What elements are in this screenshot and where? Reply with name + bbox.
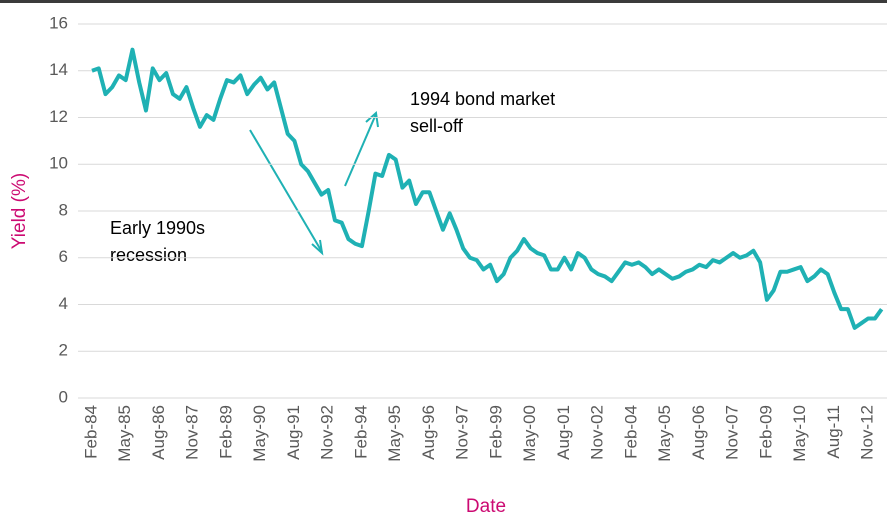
annotation: Early 1990s xyxy=(110,218,205,238)
x-tick-label: Nov-07 xyxy=(723,405,742,460)
annotation: 1994 bond market xyxy=(410,89,555,109)
arrows xyxy=(249,111,379,256)
y-tick-label: 0 xyxy=(59,387,68,406)
x-tick-label: Aug-96 xyxy=(419,405,438,460)
x-tick-label: Aug-86 xyxy=(149,405,168,460)
y-tick-label: 4 xyxy=(59,294,68,313)
x-tick-label: Nov-12 xyxy=(858,405,877,460)
x-tick-label: May-00 xyxy=(520,405,539,462)
x-tick-label: Nov-97 xyxy=(453,405,472,460)
y-axis-title: Yield (%) xyxy=(9,173,30,249)
x-tick-label: May-10 xyxy=(790,405,809,462)
x-tick-label: Nov-87 xyxy=(183,405,202,460)
x-tick-label: Nov-02 xyxy=(588,405,607,460)
x-tick-label: Feb-94 xyxy=(351,405,370,459)
x-tick-label: Feb-84 xyxy=(81,405,100,459)
y-tick-label: 2 xyxy=(59,341,68,360)
annotation: sell-off xyxy=(410,116,464,136)
y-tick-label: 12 xyxy=(49,107,68,126)
x-tick-label: May-90 xyxy=(250,405,269,462)
x-tick-label: Aug-01 xyxy=(554,405,573,460)
top-bar xyxy=(0,0,887,3)
x-tick-label: Feb-99 xyxy=(486,405,505,459)
x-tick-label: Aug-91 xyxy=(284,405,303,460)
y-tick-label: 6 xyxy=(59,247,68,266)
x-tick-label: May-95 xyxy=(385,405,404,462)
y-tick-label: 10 xyxy=(49,154,68,173)
x-tick-label: Aug-06 xyxy=(689,405,708,460)
x-tick-label: Feb-09 xyxy=(756,405,775,459)
x-axis-title: Date xyxy=(466,496,506,517)
y-tick-label: 14 xyxy=(49,60,68,79)
x-tick-label: Feb-04 xyxy=(621,405,640,459)
data-line xyxy=(91,47,884,330)
x-tick-label: May-05 xyxy=(655,405,674,462)
annotation: recession xyxy=(110,245,187,265)
x-tick-label: Feb-89 xyxy=(216,405,235,459)
x-tick-label: Nov-92 xyxy=(318,405,337,460)
y-tick-label: 8 xyxy=(59,200,68,219)
x-tick-label: May-85 xyxy=(115,405,134,462)
y-tick-label: 16 xyxy=(49,13,68,32)
x-tick-label: Aug-11 xyxy=(824,405,843,459)
